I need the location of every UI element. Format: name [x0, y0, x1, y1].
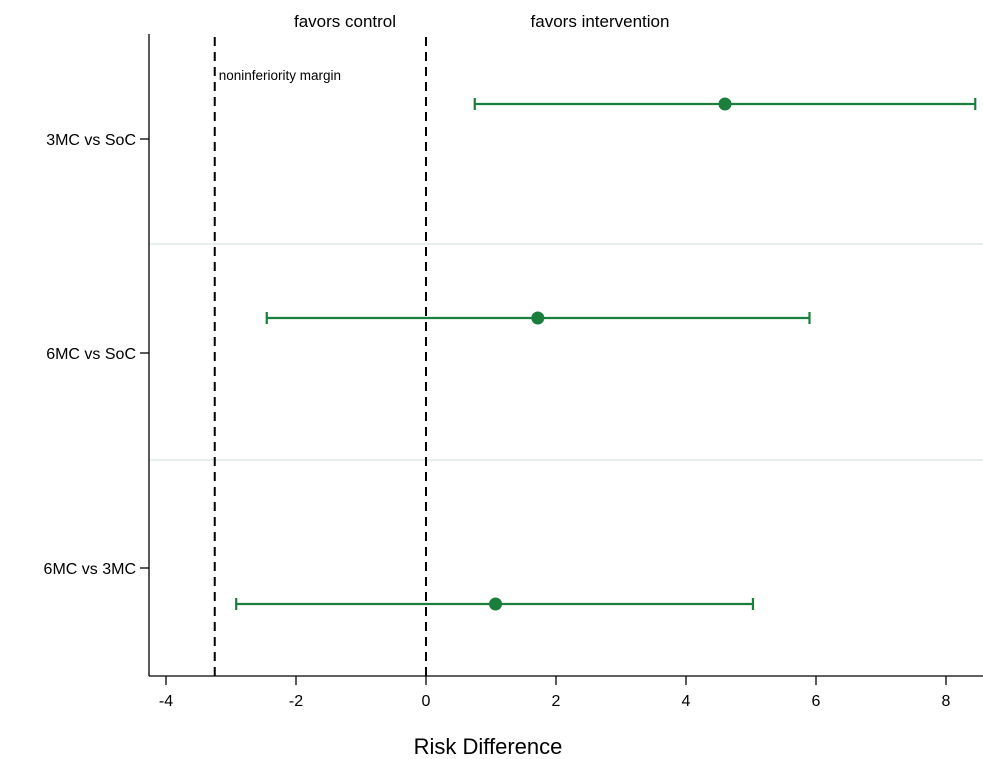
- y-categories: 3MC vs SoC 6MC vs SoC 6MC vs 3MC: [44, 132, 149, 578]
- x-tick-label-5: 6: [812, 693, 821, 710]
- annotation-favors-intervention: favors intervention: [531, 12, 670, 31]
- y-category-label-0: 3MC vs SoC: [46, 132, 136, 149]
- x-tick-label-0: -4: [159, 693, 173, 710]
- x-axis-label: Risk Difference: [414, 734, 563, 759]
- estimate-point-1: [531, 311, 545, 325]
- x-tick-label-1: -2: [289, 693, 303, 710]
- x-ticks: -4 -2 0 2 4 6 8: [159, 676, 951, 710]
- x-tick-label-2: 0: [422, 693, 431, 710]
- x-tick-label-3: 2: [552, 693, 561, 710]
- reference-line-label-0: noninferiority margin: [219, 68, 341, 83]
- x-tick-label-4: 4: [682, 693, 691, 710]
- y-category-label-2: 6MC vs 3MC: [44, 561, 136, 578]
- row-separators: [149, 243, 983, 461]
- ci-marks: [235, 97, 977, 611]
- estimate-point-2: [489, 597, 503, 611]
- estimate-point-0: [718, 97, 732, 111]
- x-tick-label-6: 8: [942, 693, 951, 710]
- y-category-label-1: 6MC vs SoC: [46, 346, 136, 363]
- annotation-favors-control: favors control: [294, 12, 396, 31]
- reference-lines: noninferiority margin: [213, 37, 427, 676]
